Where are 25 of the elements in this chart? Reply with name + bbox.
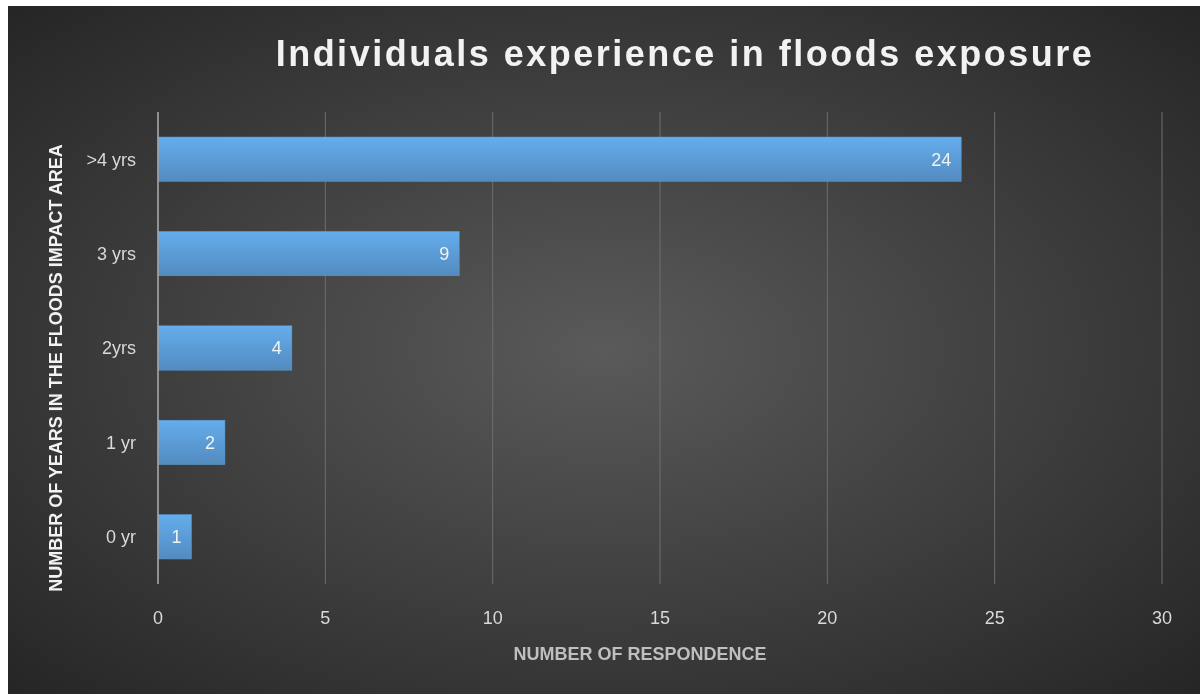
y-tick-label: 0 yr xyxy=(105,527,136,548)
x-tick-label: 15 xyxy=(649,608,671,628)
bar xyxy=(157,419,226,465)
x-tick-label: 30 xyxy=(1151,608,1173,628)
data-label: 4 xyxy=(271,338,282,359)
y-tick-label: 3 yrs xyxy=(96,243,136,264)
x-tick-label: 5 xyxy=(320,608,331,628)
bar xyxy=(157,231,460,277)
bar xyxy=(157,514,192,560)
chart-title: Individuals experience in floods exposure xyxy=(275,33,1095,74)
x-tick-label: 10 xyxy=(482,608,503,628)
y-tick-label: >4 yrs xyxy=(86,149,136,170)
x-tick-label: 20 xyxy=(817,608,838,628)
bar xyxy=(157,325,293,371)
y-axis-title: NUMBER OF YEARS IN THE FLOODS IMPACT AREA xyxy=(46,144,66,592)
x-tick-label: 25 xyxy=(984,608,1005,628)
x-axis-title: NUMBER OF RESPONDENCE xyxy=(513,644,767,664)
y-tick-label: 1 yr xyxy=(105,432,136,453)
data-label: 1 xyxy=(171,527,182,548)
bar xyxy=(157,136,962,182)
data-label: 9 xyxy=(439,243,450,264)
data-label: 24 xyxy=(931,149,952,170)
y-tick-label: 2yrs xyxy=(101,338,136,359)
x-tick-label: 0 xyxy=(152,608,164,628)
data-label: 2 xyxy=(204,432,215,453)
